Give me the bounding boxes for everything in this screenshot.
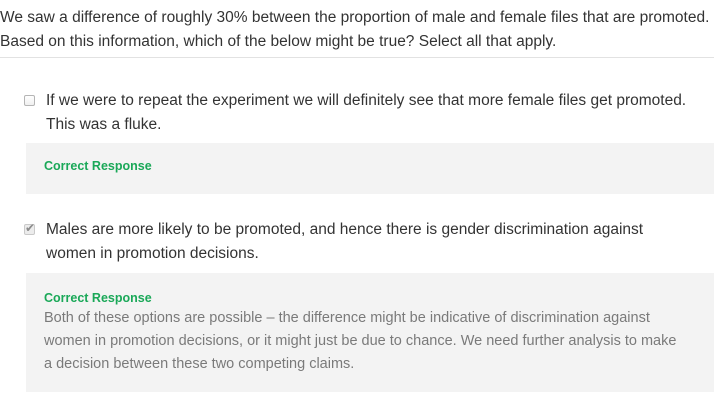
option-2-feedback-title: Correct Response xyxy=(44,291,152,305)
option-1-label: If we were to repeat the experiment we w… xyxy=(46,92,687,133)
option-2-feedback: Correct Response Both of these options a… xyxy=(26,273,714,392)
option-2-checkbox[interactable]: ✔ xyxy=(24,221,35,235)
option-2-feedback-body: Both of these options are possible – the… xyxy=(44,310,677,372)
question-prompt: We saw a difference of roughly 30% betwe… xyxy=(0,6,714,58)
answer-option-1[interactable]: If we were to repeat the experiment we w… xyxy=(24,89,714,137)
option-1-feedback: Correct Response xyxy=(26,143,714,194)
checkmark-icon: ✔ xyxy=(25,221,36,235)
answer-option-2[interactable]: ✔ Males are more likely to be promoted, … xyxy=(24,218,714,266)
option-1-checkbox[interactable] xyxy=(24,95,35,106)
option-2-label: Males are more likely to be promoted, an… xyxy=(46,221,644,262)
option-1-feedback-title: Correct Response xyxy=(44,159,152,173)
